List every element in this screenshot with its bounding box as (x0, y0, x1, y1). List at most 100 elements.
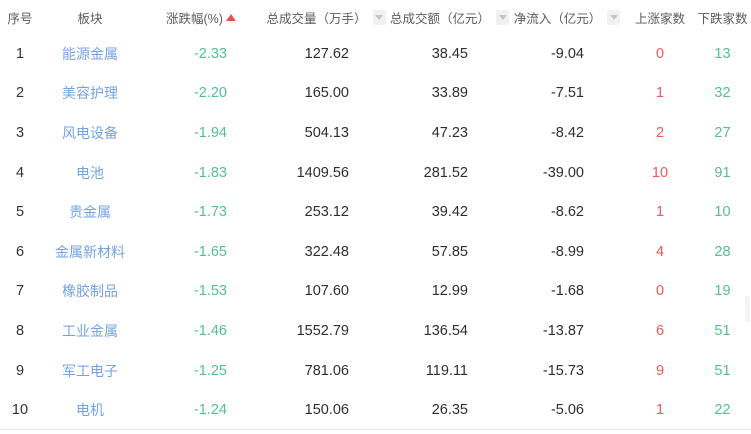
table-row: 3 风电设备 -1.94 504.13 47.23 -8.42 2 27 (0, 113, 751, 153)
rise-cell: 0 (655, 45, 665, 62)
column-label-index: 序号 (7, 11, 33, 26)
fall-cell: 19 (714, 283, 731, 300)
sort-down-icon[interactable] (607, 9, 621, 25)
index-cell: 8 (15, 322, 25, 339)
index-cell: 1 (15, 45, 25, 62)
inflow-cell: -8.62 (550, 204, 584, 221)
column-header-turnover[interactable]: 总成交额（亿元） (390, 0, 510, 34)
volume-cell: 150.06 (304, 401, 349, 418)
change-cell: -1.25 (193, 362, 227, 379)
turnover-cell: 39.42 (431, 204, 468, 221)
inflow-cell: -8.99 (550, 243, 584, 260)
sort-up-icon[interactable] (225, 13, 236, 21)
volume-cell: 781.06 (304, 362, 349, 379)
rise-cell: 1 (655, 85, 665, 102)
sector-link[interactable]: 能源金属 (62, 45, 118, 62)
column-label-turnover: 总成交额（亿元） (390, 11, 491, 26)
sector-link[interactable]: 军工电子 (62, 362, 118, 379)
column-header-change[interactable]: 涨跌幅(%) (140, 0, 262, 34)
volume-cell: 1409.56 (296, 164, 349, 181)
fall-cell: 10 (714, 204, 731, 221)
rise-cell: 9 (655, 362, 665, 379)
index-cell: 9 (15, 362, 25, 379)
inflow-cell: -1.68 (550, 283, 584, 300)
change-cell: -1.65 (193, 243, 227, 260)
column-label-sector: 板块 (77, 11, 103, 26)
table-row: 5 贵金属 -1.73 253.12 39.42 -8.62 1 10 (0, 192, 751, 232)
index-cell: 6 (15, 243, 25, 260)
turnover-cell: 33.89 (431, 85, 468, 102)
column-label-volume: 总成交量（万手） (266, 11, 367, 26)
sector-link[interactable]: 电池 (76, 164, 104, 181)
change-cell: -2.20 (193, 85, 227, 102)
rise-cell: 1 (655, 401, 665, 418)
fall-cell: 32 (714, 85, 731, 102)
fall-cell: 13 (714, 45, 731, 62)
change-cell: -1.53 (193, 283, 227, 300)
table-row: 9 军工电子 -1.25 781.06 119.11 -15.73 9 51 (0, 351, 751, 391)
turnover-cell: 119.11 (425, 362, 468, 379)
sector-link[interactable]: 金属新材料 (55, 243, 125, 260)
sector-link[interactable]: 工业金属 (62, 322, 118, 339)
fall-cell: 51 (714, 362, 731, 379)
fall-cell: 51 (714, 322, 731, 339)
table-header-row: 序号 板块 涨跌幅(%) 总成交量（万手） (0, 0, 751, 34)
rise-cell: 6 (655, 322, 665, 339)
vertical-scrollbar-thumb[interactable] (745, 296, 750, 322)
inflow-cell: -15.73 (542, 362, 584, 379)
change-cell: -1.24 (193, 401, 227, 418)
rise-cell: 4 (655, 243, 665, 260)
turnover-cell: 26.35 (431, 401, 468, 418)
column-header-inflow[interactable]: 净流入（亿元） (508, 0, 626, 34)
column-header-index: 序号 (0, 0, 40, 34)
table-row: 7 橡胶制品 -1.53 107.60 12.99 -1.68 0 19 (0, 272, 751, 312)
change-cell: -1.94 (193, 124, 227, 141)
sector-link[interactable]: 橡胶制品 (62, 283, 118, 300)
volume-cell: 322.48 (304, 243, 349, 260)
rise-cell: 1 (655, 204, 665, 221)
index-cell: 4 (15, 164, 25, 181)
table-row: 6 金属新材料 -1.65 322.48 57.85 -8.99 4 28 (0, 232, 751, 272)
sector-link[interactable]: 风电设备 (62, 124, 118, 141)
column-header-volume[interactable]: 总成交量（万手） (262, 0, 390, 34)
fall-cell: 27 (714, 124, 731, 141)
turnover-cell: 281.52 (423, 164, 468, 181)
inflow-cell: -13.87 (542, 322, 584, 339)
column-label-fall: 下跌家数 (697, 11, 748, 26)
volume-cell: 253.12 (304, 204, 349, 221)
column-label-change: 涨跌幅(%) (166, 11, 223, 26)
inflow-cell: -9.04 (550, 45, 584, 62)
volume-cell: 107.60 (304, 283, 349, 300)
inflow-cell: -8.42 (550, 124, 584, 141)
index-cell: 2 (15, 85, 25, 102)
sort-down-icon[interactable] (372, 9, 386, 25)
sector-link[interactable]: 美容护理 (62, 85, 118, 102)
change-cell: -1.83 (193, 164, 227, 181)
fall-cell: 22 (714, 401, 731, 418)
sector-link[interactable]: 电机 (76, 401, 104, 418)
volume-cell: 504.13 (304, 124, 349, 141)
volume-cell: 127.62 (304, 45, 349, 62)
fall-cell: 28 (714, 243, 731, 260)
turnover-cell: 136.54 (423, 322, 468, 339)
inflow-cell: -5.06 (550, 401, 584, 418)
change-cell: -1.46 (193, 322, 227, 339)
rise-cell: 0 (655, 283, 665, 300)
fall-cell: 91 (714, 164, 731, 181)
sort-down-icon[interactable] (496, 9, 510, 25)
turnover-cell: 47.23 (431, 124, 468, 141)
sector-link[interactable]: 贵金属 (69, 204, 111, 221)
column-header-sector: 板块 (40, 0, 140, 34)
table-row: 2 美容护理 -2.20 165.00 33.89 -7.51 1 32 (0, 74, 751, 114)
table-body: 1 能源金属 -2.33 127.62 38.45 -9.04 0 13 2 美容护理 -2.20 1… (0, 34, 751, 430)
volume-cell: 165.00 (304, 85, 349, 102)
index-cell: 10 (11, 401, 29, 418)
inflow-cell: -7.51 (550, 85, 584, 102)
rise-cell: 10 (651, 164, 669, 181)
inflow-cell: -39.00 (542, 164, 584, 181)
change-cell: -1.73 (193, 204, 227, 221)
rise-cell: 2 (655, 124, 665, 141)
index-cell: 5 (15, 204, 25, 221)
